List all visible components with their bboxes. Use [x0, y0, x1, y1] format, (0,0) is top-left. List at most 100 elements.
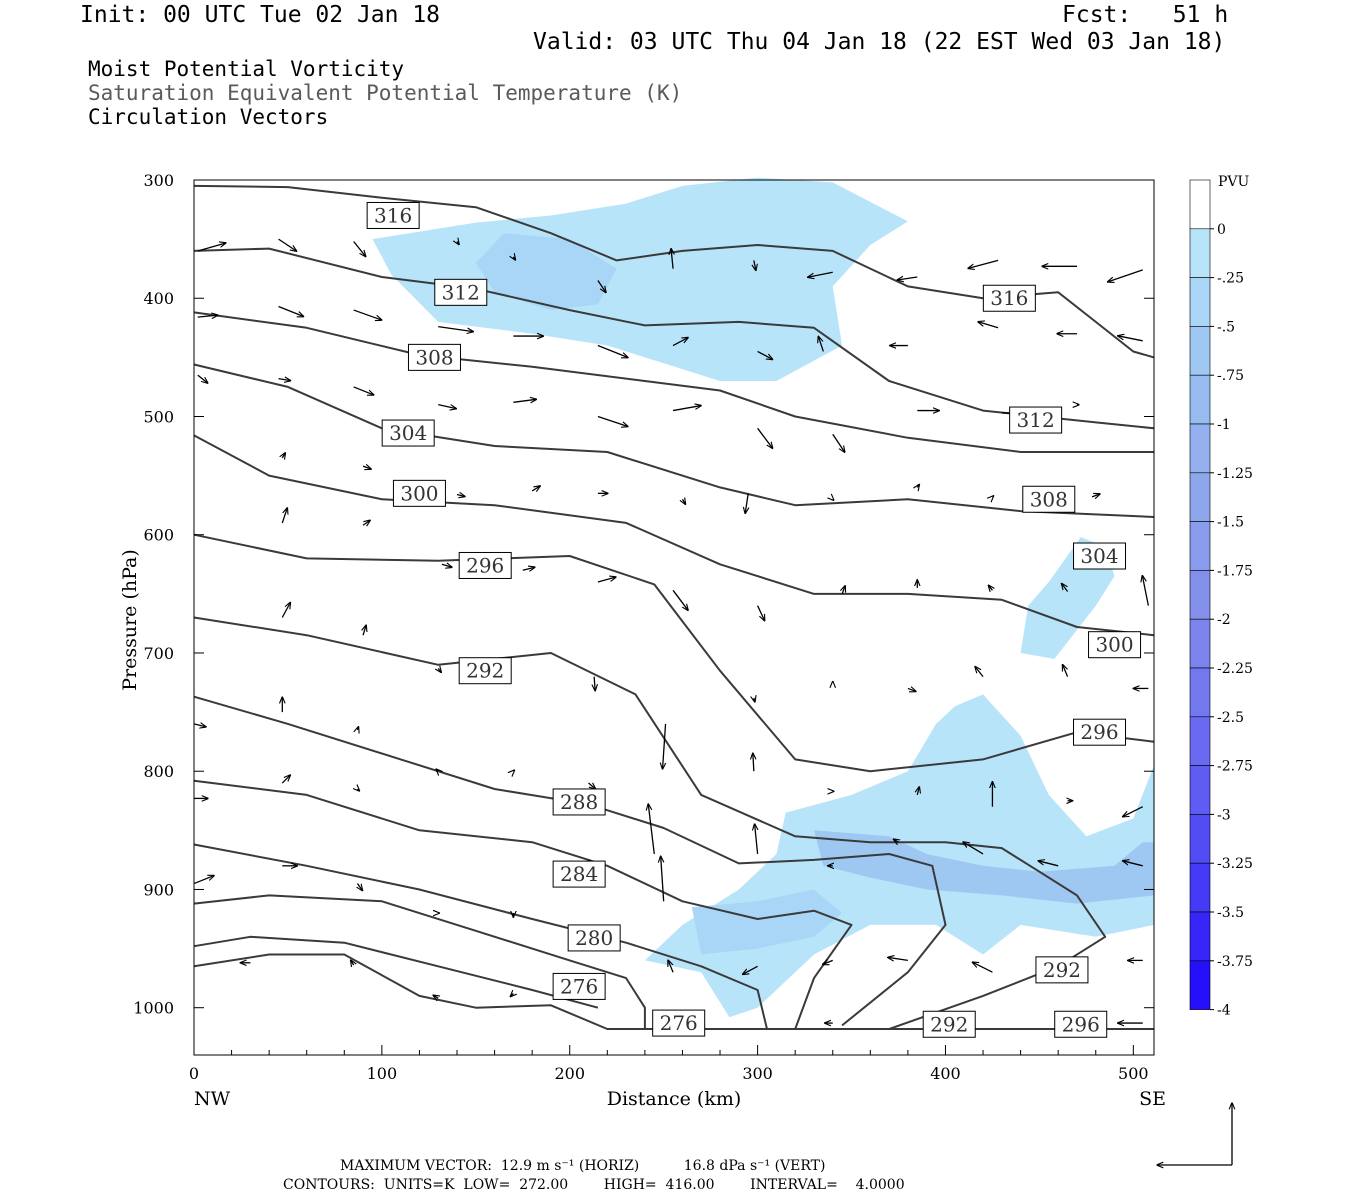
contour-label-box-15: [1073, 542, 1127, 570]
y-axis-label: Pressure (hPa): [119, 549, 141, 691]
x-tick-label-5: 500: [1118, 1064, 1149, 1083]
circulation-vector-26: [197, 374, 208, 383]
colorbar-label-4: -1: [1217, 417, 1231, 433]
colorbar-label-11: -2.75: [1217, 759, 1253, 775]
contour-label-box-19: [922, 1010, 976, 1038]
circulation-vector-30: [513, 399, 536, 402]
contour-label-box-18: [1035, 956, 1089, 984]
circulation-vector-39: [362, 466, 371, 469]
circulation-vector-45: [833, 499, 834, 500]
contour-label-box-5: [458, 551, 512, 579]
circulation-vector-66: [754, 698, 755, 702]
circulation-vector-79: [513, 770, 514, 771]
contour-label-box-12: [982, 284, 1036, 312]
circulation-vector-43: [682, 499, 685, 504]
circulation-vector-49: [281, 508, 287, 524]
pv-region-5: [691, 889, 843, 955]
y-tick-label-7: 1000: [133, 999, 174, 1018]
pv-region-0: [372, 177, 908, 381]
contour-label-7: 288: [560, 790, 598, 814]
colorbar-label-8: -2: [1217, 612, 1231, 628]
colorbar-label-16: -4: [1217, 1003, 1231, 1019]
contour-label-box-17: [1073, 718, 1127, 746]
contour-label-5: 296: [466, 553, 504, 577]
circulation-vector-1: [278, 238, 297, 251]
colorbar-label-13: -3.25: [1217, 856, 1253, 872]
x-tick-label-1: 100: [367, 1064, 398, 1083]
colorbar-cell-1: [1189, 228, 1211, 278]
contour-label-19: 292: [930, 1012, 968, 1036]
circulation-vector-81: [648, 804, 655, 855]
colorbar-label-9: -2.25: [1217, 661, 1253, 677]
y-tick-label-3: 600: [143, 526, 174, 545]
y-tick-label-0: 300: [143, 171, 174, 190]
circulation-vector-19: [672, 338, 688, 347]
pv-shading: [372, 177, 1154, 1018]
contour-label-20: 296: [1062, 1012, 1100, 1036]
contour-label-16: 300: [1095, 633, 1133, 657]
circulation-vector-65: [663, 723, 666, 769]
colorbar-cell-5: [1189, 423, 1211, 474]
isentrope-5: [193, 533, 1155, 773]
circulation-vector-23: [978, 322, 999, 329]
circulation-vector-74: [357, 727, 358, 730]
circulation-vector-13: [197, 315, 218, 317]
colorbar-cell-6: [1189, 472, 1211, 522]
colorbar-cell-14: [1189, 862, 1211, 913]
colorbar-cell-4: [1189, 374, 1211, 425]
circulation-vector-106: [743, 965, 758, 974]
init-time: Init: 00 UTC Tue 02 Jan 18: [80, 2, 441, 28]
contour-label-18: 292: [1043, 958, 1081, 982]
circulation-vector-108: [888, 957, 908, 960]
contour-label-3: 304: [389, 421, 427, 445]
circulation-vector-33: [757, 427, 773, 448]
x-tick-label-0: 0: [189, 1064, 199, 1083]
circulation-vector-25: [1118, 336, 1143, 342]
x-end-label-right: SE: [1139, 1088, 1166, 1110]
circulation-vector-54: [672, 589, 688, 610]
y-tick-label-6: 900: [143, 880, 174, 899]
circulation-vector-52: [522, 567, 535, 570]
circulation-vector-20: [757, 350, 773, 359]
contour-label-10: 276: [560, 974, 598, 998]
colorbar-cell-12: [1189, 765, 1211, 815]
colorbar-cell-2: [1189, 277, 1211, 327]
field-title-2: Saturation Equivalent Potential Temperat…: [88, 81, 683, 105]
max-vector-note: MAXIMUM VECTOR: 12.9 m s⁻¹ (HORIZ) 16.8 …: [340, 1158, 826, 1174]
circulation-vector-70: [1063, 665, 1069, 677]
circulation-vector-105: [668, 960, 674, 973]
contour-label-box-2: [407, 343, 461, 371]
circulation-vector-50: [362, 520, 370, 525]
contour-label-12: 316: [990, 286, 1028, 310]
contour-label-box-9: [567, 924, 621, 952]
contour-label-2: 308: [415, 345, 453, 369]
circulation-vector-4: [513, 257, 515, 260]
circulation-vector-59: [1062, 583, 1069, 592]
contour-label-box-16: [1088, 631, 1142, 659]
circulation-vector-9: [897, 277, 918, 280]
circulation-vector-12: [1108, 269, 1143, 282]
circulation-vector-38: [282, 453, 285, 458]
colorbar-label-7: -1.75: [1217, 563, 1253, 579]
colorbar-label-15: -3.75: [1217, 954, 1253, 970]
circulation-vector-55: [757, 605, 765, 621]
circulation-vector-102: [351, 960, 354, 965]
colorbar-cell-16: [1189, 960, 1211, 1010]
circulation-vector-88: [193, 876, 214, 885]
circulation-vector-8: [808, 271, 833, 277]
forecast-hour: Fcst: 51 h: [1062, 2, 1229, 28]
colorbar-cell-15: [1189, 911, 1211, 962]
circulation-vector-15: [353, 309, 382, 320]
isentrope-2: [193, 311, 1154, 453]
contour-label-box-7: [552, 788, 606, 816]
field-title-3: Circulation Vectors: [88, 105, 329, 129]
circulation-vector-63: [438, 668, 441, 672]
circulation-vector-69: [975, 667, 984, 678]
circulation-vector-7: [754, 260, 756, 270]
circulation-vector-10: [968, 259, 999, 268]
circulation-vector-95: [755, 824, 758, 855]
circulation-vector-109: [972, 962, 993, 973]
circulation-vector-48: [1091, 494, 1100, 497]
circulation-vector-62: [363, 625, 366, 636]
